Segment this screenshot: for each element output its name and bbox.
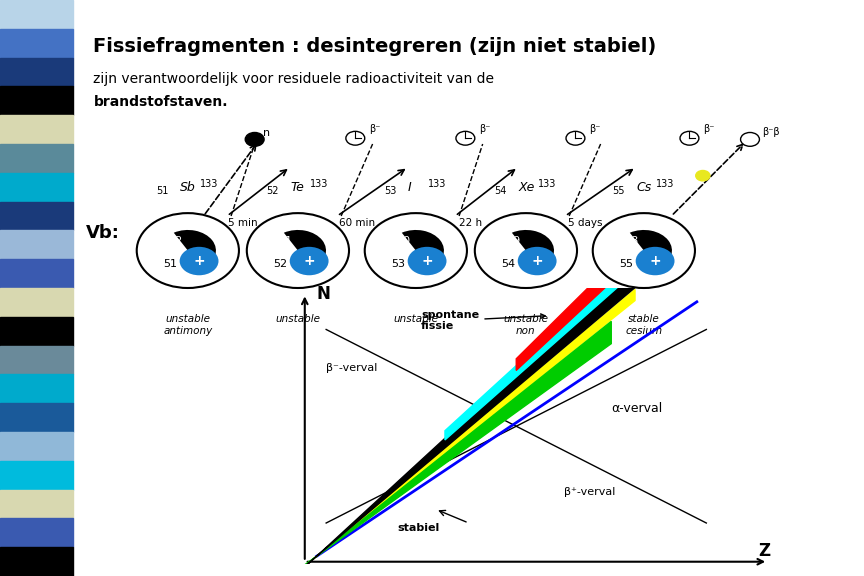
Polygon shape bbox=[445, 257, 635, 440]
Text: 54: 54 bbox=[494, 186, 506, 196]
Bar bbox=[0, 432, 73, 461]
Text: I: I bbox=[408, 181, 412, 194]
Text: β⁻: β⁻ bbox=[702, 124, 715, 134]
Circle shape bbox=[593, 213, 695, 288]
Text: 53: 53 bbox=[384, 186, 397, 196]
Text: 51: 51 bbox=[163, 259, 177, 268]
Text: Sb: Sb bbox=[180, 181, 196, 194]
Text: 54: 54 bbox=[501, 259, 515, 268]
Polygon shape bbox=[517, 265, 611, 370]
Text: n: n bbox=[263, 128, 270, 138]
Text: unstable: unstable bbox=[276, 314, 321, 324]
Text: Z: Z bbox=[759, 542, 771, 560]
Bar bbox=[0, 115, 73, 144]
Circle shape bbox=[696, 170, 710, 181]
Bar bbox=[0, 547, 73, 576]
Text: 5 min: 5 min bbox=[228, 218, 257, 229]
Wedge shape bbox=[630, 230, 672, 268]
Bar bbox=[0, 317, 73, 346]
Text: stabiel: stabiel bbox=[397, 524, 440, 533]
Text: Fissiefragmenten : desintegreren (zijn niet stabiel): Fissiefragmenten : desintegreren (zijn n… bbox=[93, 37, 657, 56]
Wedge shape bbox=[402, 230, 444, 268]
Text: 78: 78 bbox=[624, 236, 638, 246]
Text: brandstofstaven.: brandstofstaven. bbox=[93, 95, 228, 109]
Bar bbox=[0, 29, 73, 58]
Circle shape bbox=[518, 247, 556, 275]
Polygon shape bbox=[302, 321, 611, 567]
Circle shape bbox=[475, 213, 577, 288]
Text: β⁻β: β⁻β bbox=[762, 127, 779, 137]
Text: spontane
fissie: spontane fissie bbox=[421, 310, 545, 331]
Bar bbox=[0, 403, 73, 432]
Text: 133: 133 bbox=[309, 179, 328, 189]
Text: unstable
antimony: unstable antimony bbox=[163, 314, 213, 335]
Bar bbox=[0, 58, 73, 86]
Text: 60 min: 60 min bbox=[339, 218, 375, 229]
Bar bbox=[0, 259, 73, 288]
Text: 133: 133 bbox=[656, 179, 674, 189]
Circle shape bbox=[245, 132, 264, 146]
Bar bbox=[0, 374, 73, 403]
Text: Te: Te bbox=[290, 181, 304, 194]
Circle shape bbox=[408, 247, 447, 275]
Text: 133: 133 bbox=[428, 179, 446, 189]
Bar bbox=[0, 86, 73, 115]
Text: 82: 82 bbox=[168, 236, 182, 246]
Text: β⁻: β⁻ bbox=[369, 124, 380, 134]
Bar bbox=[0, 230, 73, 259]
Bar bbox=[0, 144, 73, 173]
Circle shape bbox=[289, 247, 328, 275]
Text: unstable
non: unstable non bbox=[504, 314, 549, 335]
Wedge shape bbox=[284, 230, 326, 268]
Circle shape bbox=[137, 213, 239, 288]
Text: Cs: Cs bbox=[636, 181, 651, 194]
Text: N: N bbox=[316, 285, 331, 303]
Bar bbox=[0, 0, 73, 29]
Circle shape bbox=[636, 247, 675, 275]
Bar bbox=[0, 173, 73, 202]
Circle shape bbox=[247, 213, 349, 288]
Circle shape bbox=[180, 247, 219, 275]
Text: 52: 52 bbox=[266, 186, 278, 196]
Text: 52: 52 bbox=[273, 259, 287, 268]
Text: 53: 53 bbox=[391, 259, 405, 268]
Text: +: + bbox=[422, 254, 433, 268]
Text: 133: 133 bbox=[537, 179, 556, 189]
Text: α-verval: α-verval bbox=[611, 403, 663, 415]
Bar bbox=[0, 346, 73, 374]
Text: stable
cesium: stable cesium bbox=[626, 314, 663, 335]
Wedge shape bbox=[174, 230, 216, 268]
Text: 5 days: 5 days bbox=[568, 218, 602, 229]
Text: +: + bbox=[303, 254, 315, 268]
Bar bbox=[0, 518, 73, 547]
Text: 51: 51 bbox=[156, 186, 168, 196]
Text: β⁻: β⁻ bbox=[479, 124, 490, 134]
Text: 81: 81 bbox=[278, 236, 292, 246]
Text: +: + bbox=[649, 254, 661, 268]
Text: Xe: Xe bbox=[518, 181, 535, 194]
Text: β⁻-verval: β⁻-verval bbox=[326, 363, 378, 373]
Bar bbox=[0, 202, 73, 230]
Text: 80: 80 bbox=[396, 236, 410, 246]
Text: 79: 79 bbox=[506, 236, 520, 246]
Text: zijn verantwoordelijk voor residuele radioactiviteit van de: zijn verantwoordelijk voor residuele rad… bbox=[93, 72, 494, 86]
Polygon shape bbox=[302, 242, 659, 569]
Text: β⁺-verval: β⁺-verval bbox=[563, 487, 615, 497]
Bar bbox=[0, 461, 73, 490]
Bar bbox=[0, 288, 73, 317]
Polygon shape bbox=[302, 289, 635, 568]
Text: β⁻: β⁻ bbox=[589, 124, 600, 134]
Text: Vb:: Vb: bbox=[86, 224, 119, 242]
Text: 22 h: 22 h bbox=[460, 218, 482, 229]
Circle shape bbox=[365, 213, 467, 288]
Bar bbox=[0, 490, 73, 518]
Text: +: + bbox=[531, 254, 543, 268]
Text: 55: 55 bbox=[612, 186, 624, 196]
Wedge shape bbox=[511, 230, 554, 268]
Text: 133: 133 bbox=[200, 179, 218, 189]
Text: unstable: unstable bbox=[393, 314, 438, 324]
Text: 55: 55 bbox=[619, 259, 633, 268]
Text: +: + bbox=[194, 254, 205, 268]
